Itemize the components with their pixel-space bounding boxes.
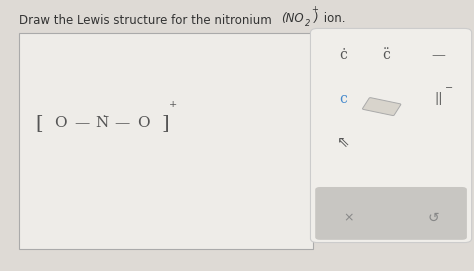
Text: ċ: ċ	[340, 48, 347, 62]
Text: Draw the Lewis structure for the nitronium: Draw the Lewis structure for the nitroni…	[19, 14, 275, 27]
Text: ||: ||	[434, 92, 443, 105]
Text: [: [	[35, 114, 43, 132]
Text: ×: ×	[343, 212, 354, 225]
Text: ]: ]	[161, 114, 169, 132]
Text: —: —	[114, 116, 129, 130]
Text: ⇖: ⇖	[337, 135, 350, 150]
Text: ↺: ↺	[428, 211, 439, 225]
Text: O: O	[54, 116, 67, 130]
FancyBboxPatch shape	[315, 187, 467, 240]
Text: (NO: (NO	[281, 12, 304, 25]
Text: +: +	[169, 100, 178, 109]
Text: +: +	[311, 5, 318, 14]
Text: Ṅ: Ṅ	[95, 116, 109, 130]
Text: ion.: ion.	[320, 12, 346, 25]
FancyBboxPatch shape	[310, 28, 472, 243]
Text: ): )	[314, 12, 319, 25]
Text: 2: 2	[305, 19, 310, 28]
Text: c̈: c̈	[383, 48, 390, 62]
Text: —: —	[431, 48, 446, 62]
Text: —: —	[74, 116, 90, 130]
Text: c: c	[340, 92, 347, 106]
Text: −: −	[445, 83, 453, 93]
Bar	[19, 33, 313, 249]
Text: O: O	[137, 116, 150, 130]
FancyBboxPatch shape	[363, 98, 401, 115]
